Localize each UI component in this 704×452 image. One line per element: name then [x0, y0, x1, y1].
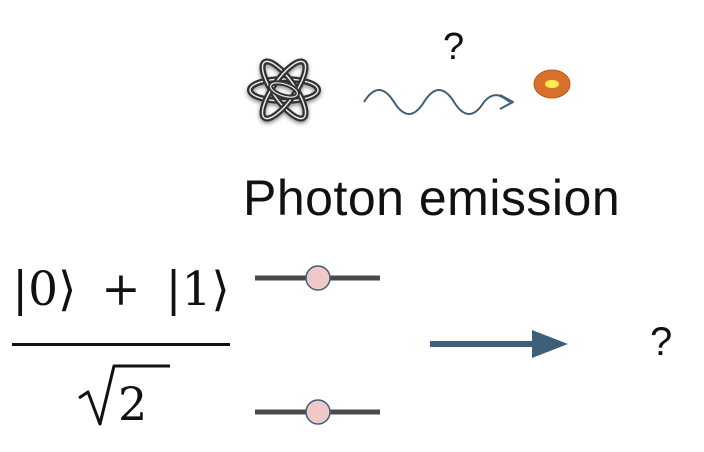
wavy-arrow-icon — [363, 89, 514, 115]
ket-zero: |0⟩ — [12, 262, 77, 317]
right-arrow-icon — [430, 330, 568, 358]
photon-emission-title: Photon emission — [243, 170, 621, 226]
fraction-bar — [12, 343, 230, 346]
energy-levels — [255, 265, 380, 425]
atom-icon — [247, 58, 321, 122]
photon-question-mark: ? — [443, 26, 465, 68]
plus-sign: + — [101, 262, 141, 317]
detector-dot-icon — [533, 69, 571, 99]
result-question-mark: ? — [650, 320, 673, 364]
sqrt-two-denominator: 2 — [78, 364, 170, 431]
upper-level-dot — [305, 265, 331, 291]
ket-one: |1⟩ — [165, 262, 230, 317]
sqrt-radicand: 2 — [118, 377, 147, 431]
ket-sum: |0⟩ + |1⟩ — [10, 258, 232, 322]
lower-level-dot — [305, 399, 331, 425]
superposition-state: |0⟩ + |1⟩ 2 — [10, 258, 232, 431]
